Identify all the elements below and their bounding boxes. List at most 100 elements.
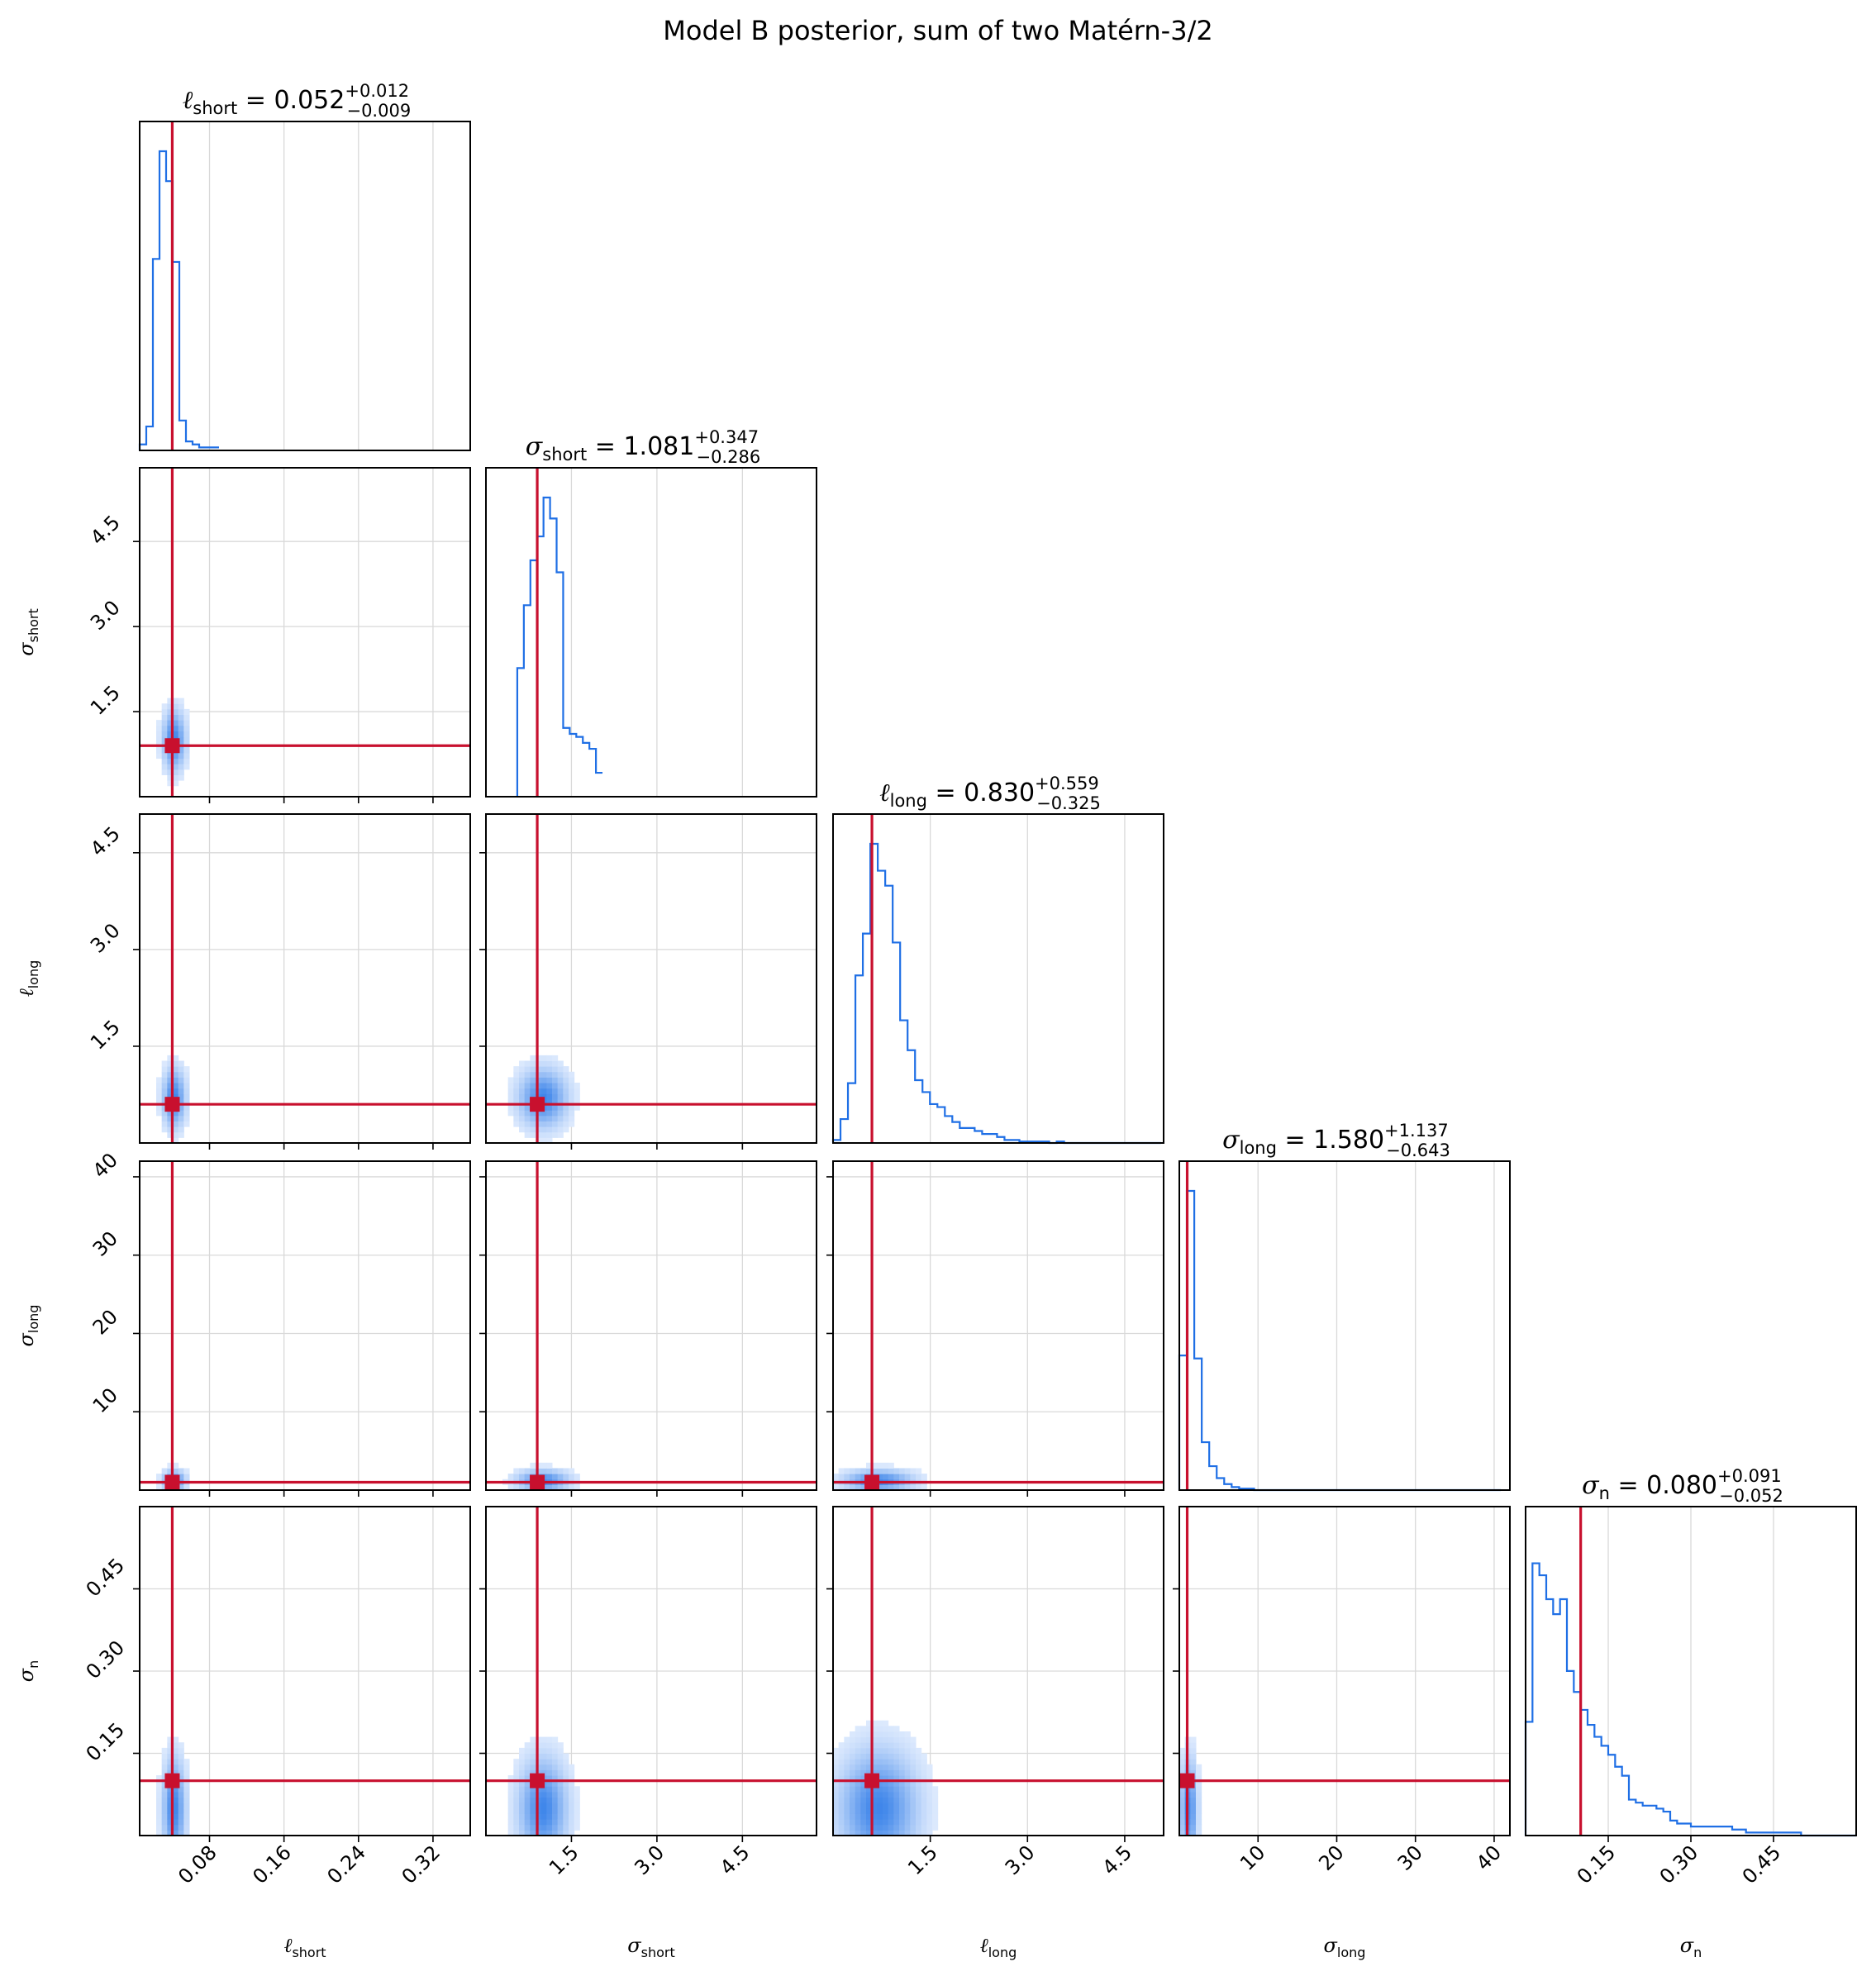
density-cell bbox=[921, 1807, 927, 1814]
density-cell bbox=[524, 1484, 531, 1491]
x-tick-label: 0.32 bbox=[398, 1841, 445, 1888]
density-cell bbox=[899, 1780, 906, 1787]
density-cell bbox=[546, 1462, 553, 1469]
density-cell bbox=[167, 1462, 174, 1469]
density-cell bbox=[877, 1780, 883, 1787]
density-cell bbox=[167, 1824, 174, 1831]
density-cell bbox=[883, 1474, 889, 1480]
density-cell bbox=[888, 1462, 894, 1469]
density-cell bbox=[557, 1764, 564, 1770]
density-cell bbox=[183, 1813, 190, 1820]
density-cell bbox=[844, 1813, 850, 1820]
density-cell bbox=[1190, 1807, 1197, 1814]
density-cell bbox=[899, 1797, 906, 1803]
density-panel-3-2 bbox=[826, 1160, 1164, 1497]
density-cell bbox=[167, 725, 174, 731]
density-cell bbox=[161, 1753, 168, 1760]
density-cell bbox=[860, 1484, 867, 1491]
density-cell bbox=[574, 1802, 580, 1809]
density-cell bbox=[161, 708, 168, 715]
density-cell bbox=[871, 1797, 878, 1803]
density-cell bbox=[844, 1830, 850, 1836]
density-cell bbox=[860, 1819, 867, 1826]
density-cell bbox=[850, 1731, 856, 1738]
density-cell bbox=[904, 1769, 911, 1776]
density-cell bbox=[546, 1060, 553, 1067]
density-cell bbox=[888, 1813, 894, 1820]
density-cell bbox=[173, 758, 179, 764]
density-cell bbox=[833, 1797, 840, 1803]
density-cell bbox=[513, 1780, 520, 1787]
density-cell bbox=[871, 1802, 878, 1809]
density-cell bbox=[557, 1780, 564, 1787]
density-cell bbox=[156, 1780, 163, 1787]
density-cell bbox=[893, 1484, 900, 1491]
density-cell bbox=[569, 1764, 575, 1770]
density-cell bbox=[563, 1819, 569, 1826]
density-cell bbox=[838, 1764, 845, 1770]
density-cell bbox=[563, 1797, 569, 1803]
density-cell bbox=[888, 1797, 894, 1803]
density-cell bbox=[513, 1769, 520, 1776]
density-cell bbox=[899, 1468, 906, 1474]
y-axis-label-symbol: σ bbox=[15, 1332, 38, 1346]
title-upper-error: +0.012 bbox=[345, 81, 409, 101]
density-cell bbox=[546, 1824, 553, 1831]
density-cell bbox=[519, 1830, 526, 1836]
density-cell bbox=[855, 1786, 861, 1793]
density-cell bbox=[552, 1071, 559, 1078]
density-cell bbox=[552, 1807, 559, 1814]
density-cell bbox=[530, 1066, 536, 1073]
density-cell bbox=[173, 1055, 179, 1061]
density-cell bbox=[173, 1786, 179, 1793]
title-median: = 1.580 bbox=[1277, 1126, 1384, 1155]
density-cell bbox=[1196, 1797, 1202, 1803]
hist-panel-1: σshort = 1.081+0.347 −0.286 bbox=[485, 427, 817, 798]
density-cell bbox=[838, 1769, 845, 1776]
density-cell bbox=[552, 1104, 559, 1111]
density-cell bbox=[546, 1126, 553, 1133]
density-cell bbox=[519, 1098, 526, 1106]
density-cell bbox=[173, 1830, 179, 1836]
density-cell bbox=[161, 1484, 168, 1491]
title-symbol: σ bbox=[1222, 1126, 1240, 1155]
density-cell bbox=[173, 774, 179, 781]
density-cell bbox=[546, 1071, 553, 1078]
density-cell bbox=[899, 1742, 906, 1749]
density-cell bbox=[860, 1802, 867, 1809]
density-cell bbox=[524, 1813, 531, 1820]
density-cell bbox=[552, 1802, 559, 1809]
density-cell bbox=[569, 1098, 575, 1106]
density-cell bbox=[850, 1813, 856, 1820]
density-cell bbox=[557, 1131, 564, 1138]
density-cell bbox=[161, 769, 168, 775]
density-cell bbox=[530, 1824, 536, 1831]
density-cell bbox=[524, 1819, 531, 1826]
density-cell bbox=[178, 1104, 184, 1111]
density-cell bbox=[844, 1764, 850, 1770]
density-cell bbox=[513, 1468, 520, 1474]
density-cell bbox=[904, 1759, 911, 1765]
density-cell bbox=[178, 714, 184, 721]
density-cell bbox=[932, 1807, 939, 1814]
density-cell bbox=[893, 1813, 900, 1820]
density-cell bbox=[1190, 1819, 1197, 1826]
density-cell bbox=[161, 1802, 168, 1809]
density-cell bbox=[546, 1110, 553, 1117]
density-cell bbox=[161, 1083, 168, 1089]
density-cell bbox=[833, 1764, 840, 1770]
density-cell bbox=[866, 1726, 873, 1732]
density-cell bbox=[860, 1753, 867, 1760]
density-cell bbox=[552, 1115, 559, 1121]
density-cell bbox=[866, 1819, 873, 1826]
density-cell bbox=[1190, 1769, 1197, 1776]
density-cell bbox=[877, 1824, 883, 1831]
density-cell bbox=[916, 1786, 922, 1793]
density-cell bbox=[552, 1098, 559, 1106]
density-cell bbox=[183, 1468, 190, 1474]
title-subscript: n bbox=[1599, 1483, 1610, 1503]
density-cell bbox=[546, 1769, 553, 1776]
panel-frame bbox=[832, 1160, 1164, 1491]
density-cell bbox=[540, 1813, 547, 1820]
density-cell bbox=[161, 720, 168, 726]
